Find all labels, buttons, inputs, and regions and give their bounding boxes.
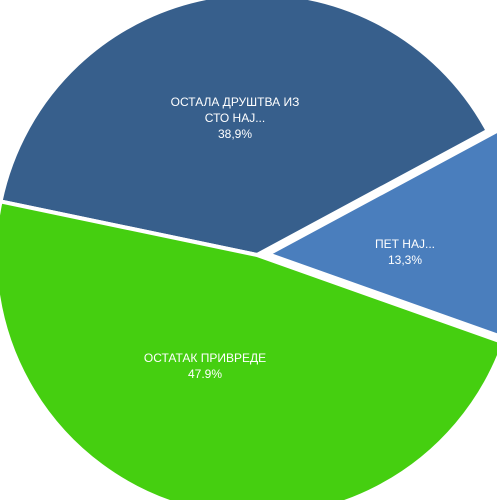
slice-label-line-1: ПЕТ НАЈ... bbox=[375, 237, 435, 251]
slice-top-five bbox=[265, 128, 497, 338]
slice-label-rest-of-economy: ОСТАТАК ПРИВРЕДЕ 47.9% bbox=[130, 350, 280, 382]
slice-value-label: 13,3% bbox=[387, 253, 423, 267]
slice-label-top-five: ПЕТ НАЈ... 13,3% bbox=[360, 236, 450, 268]
slice-other-companies bbox=[0, 0, 490, 257]
slice-value-label: 38,9% bbox=[217, 127, 253, 141]
slice-label-other-companies: ОСТАЛА ДРУШТВА ИЗ СТО НАЈ... 38,9% bbox=[160, 94, 310, 142]
slice-rest-of-economy bbox=[0, 199, 497, 500]
slice-label-line-1: ОСТАЛА ДРУШТВА ИЗ bbox=[170, 95, 300, 109]
slice-label-line-2: СТО НАЈ... bbox=[204, 111, 266, 125]
slice-value-label: 47.9% bbox=[187, 367, 223, 381]
slice-label-line-1: ОСТАТАК ПРИВРЕДЕ bbox=[143, 351, 267, 365]
